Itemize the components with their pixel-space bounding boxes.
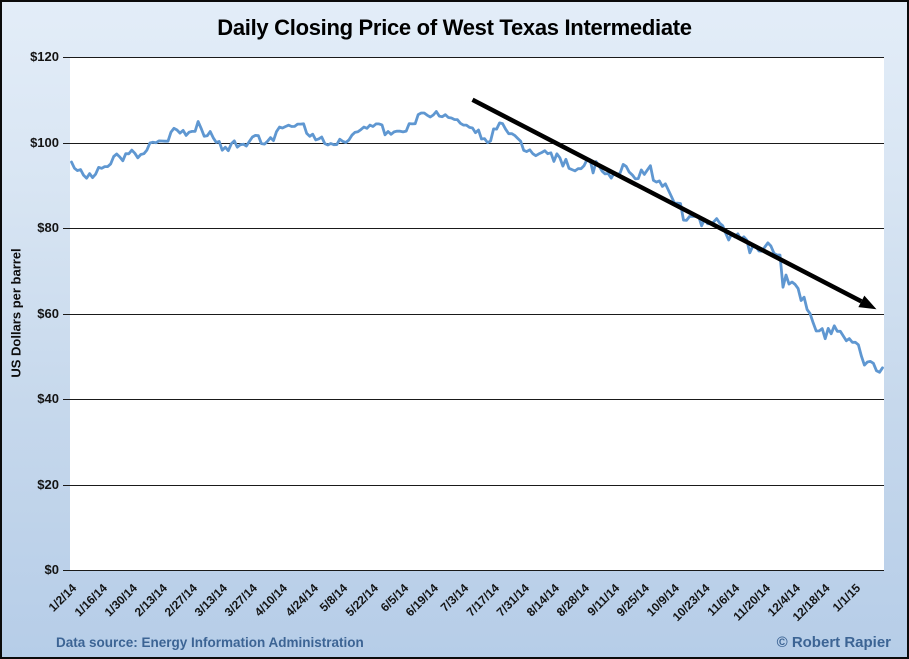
chart-title: Daily Closing Price of West Texas Interm… [217, 15, 692, 40]
y-tick-label: $40 [37, 391, 59, 406]
y-tick-label: $100 [30, 134, 59, 150]
data-source-note: Data source: Energy Information Administ… [56, 635, 364, 650]
y-tick-label: $0 [44, 562, 59, 577]
y-tick-label: $20 [37, 476, 59, 492]
trend-arrow-line [471, 97, 863, 304]
y-tick-label: $80 [37, 220, 59, 235]
trend-arrow-head [858, 295, 877, 310]
plot-background [70, 57, 884, 570]
y-tick-label: $120 [30, 49, 59, 64]
copyright-note: © Robert Rapier [776, 634, 891, 651]
y-tick-label: $60 [37, 305, 59, 321]
